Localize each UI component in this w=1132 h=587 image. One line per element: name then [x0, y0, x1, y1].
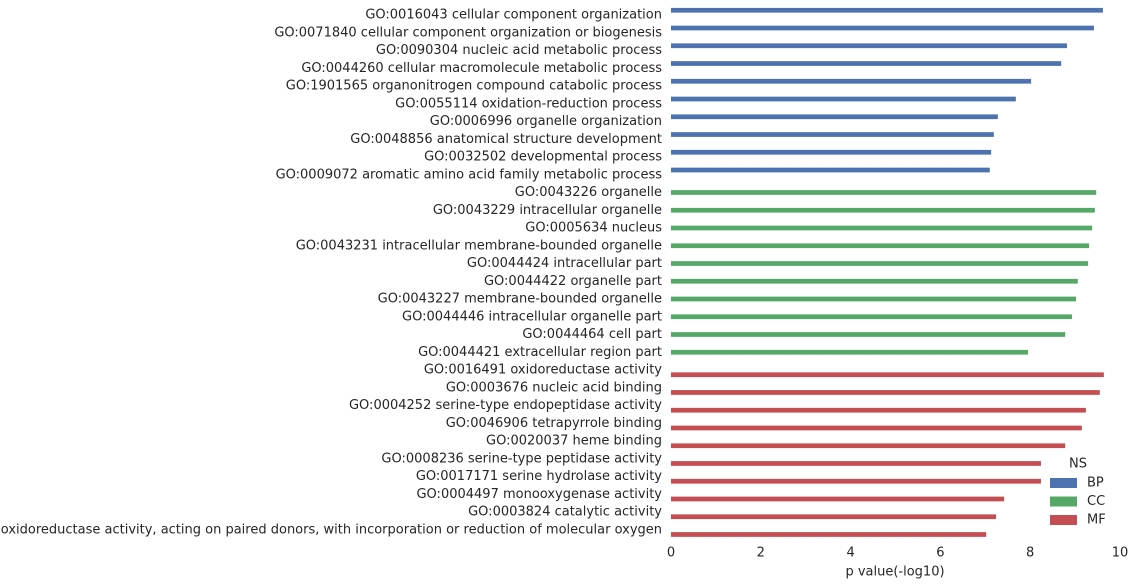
bar: [671, 25, 1094, 31]
x-axis-label: p value(-log10): [845, 565, 944, 580]
x-tick-label: 2: [757, 546, 765, 561]
bar: [671, 349, 1028, 355]
legend-label: BP: [1087, 476, 1104, 491]
x-tick-label: 10: [1112, 546, 1129, 561]
bar: [671, 496, 1005, 502]
bar: [671, 114, 998, 120]
legend-label: MF: [1087, 513, 1106, 528]
legend-swatch: [1050, 515, 1077, 525]
y-tick-label: GO:0017171 serine hydrolase activity: [416, 469, 662, 484]
legend-title: NS: [1069, 457, 1087, 472]
bar: [671, 78, 1032, 84]
bar: [671, 390, 1100, 395]
bar: [671, 478, 1041, 484]
bar: [671, 149, 992, 155]
y-tick-label: GO:0004497 monooxygenase activity: [416, 487, 662, 502]
y-tick-label: GO:0043229 intracellular organelle: [433, 203, 662, 218]
x-tick-label: 6: [936, 546, 944, 561]
y-tick-label: GO:0044421 extracellular region part: [418, 345, 662, 360]
y-tick-label: GO:0043227 membrane-bounded organelle: [378, 292, 662, 307]
y-tick-label: GO:0003824 catalytic activity: [468, 505, 662, 520]
bar: [671, 443, 1066, 449]
y-tick-label: GO:0032502 developmental process: [424, 150, 662, 165]
bar: [671, 261, 1089, 266]
bar: [671, 332, 1066, 337]
y-tick-label: GO:0044422 organelle part: [484, 274, 662, 289]
y-tick-label: GO:0046906 tetrapyrrole binding: [446, 416, 662, 431]
bar: [671, 314, 1072, 320]
bar: [671, 407, 1086, 413]
y-tick-label: GO:0008236 serine-type peptidase activit…: [381, 451, 662, 466]
y-tick-label: GO:0016043 cellular component organizati…: [365, 8, 662, 23]
bar: [671, 96, 1016, 102]
y-tick-label: GO:0016705 oxidoreductase activity, acti…: [0, 522, 662, 537]
y-tick-label: GO:0005634 nucleus: [525, 221, 662, 236]
y-tick-label: GO:0044424 intracellular part: [467, 256, 662, 271]
bar: [671, 207, 1095, 213]
legend-label: CC: [1087, 494, 1105, 509]
bar: [671, 425, 1082, 431]
x-tick-label: 0: [667, 546, 675, 561]
bar: [671, 461, 1041, 466]
y-tick-label: GO:0048856 anatomical structure developm…: [350, 132, 662, 147]
y-tick-label: GO:0004252 serine-type endopeptidase act…: [349, 398, 662, 413]
bar: [671, 61, 1062, 66]
y-tick-label: GO:0044446 intracellular organelle part: [402, 309, 662, 324]
bar: [671, 243, 1090, 249]
y-tick-label: GO:0044464 cell part: [522, 327, 662, 342]
y-tick-label: GO:0006996 organelle organization: [430, 114, 662, 129]
y-tick-label: GO:0090304 nucleic acid metabolic proces…: [376, 43, 662, 58]
bar: [671, 514, 997, 520]
bar: [671, 225, 1093, 231]
bar: [671, 190, 1097, 195]
bar: [671, 532, 987, 537]
bar: [671, 7, 1103, 13]
y-tick-label: GO:0043226 organelle: [515, 185, 662, 200]
y-tick-label: GO:1901565 organonitrogen compound catab…: [286, 79, 662, 94]
y-tick-label: GO:0003676 nucleic acid binding: [446, 380, 662, 395]
x-tick-label: 4: [846, 546, 854, 561]
y-tick-label: GO:0009072 aromatic amino acid family me…: [276, 167, 663, 182]
y-tick-label: GO:0071840 cellular component organizati…: [274, 25, 662, 40]
y-tick-label: GO:0055114 oxidation-reduction process: [395, 96, 662, 111]
bar: [671, 132, 994, 137]
y-tick-label: GO:0044260 cellular macromolecule metabo…: [301, 61, 662, 76]
bar: [671, 296, 1076, 302]
bar: [671, 167, 990, 173]
x-tick-label: 8: [1026, 546, 1034, 561]
bar: [671, 43, 1068, 49]
bar: [671, 278, 1078, 284]
legend-swatch: [1050, 496, 1077, 507]
y-tick-label: GO:0020037 heme binding: [486, 434, 662, 449]
y-tick-label: GO:0016491 oxidoreductase activity: [424, 363, 662, 378]
bar: [671, 372, 1104, 378]
y-tick-label: GO:0043231 intracellular membrane-bounde…: [296, 238, 662, 253]
legend-swatch: [1050, 478, 1077, 488]
